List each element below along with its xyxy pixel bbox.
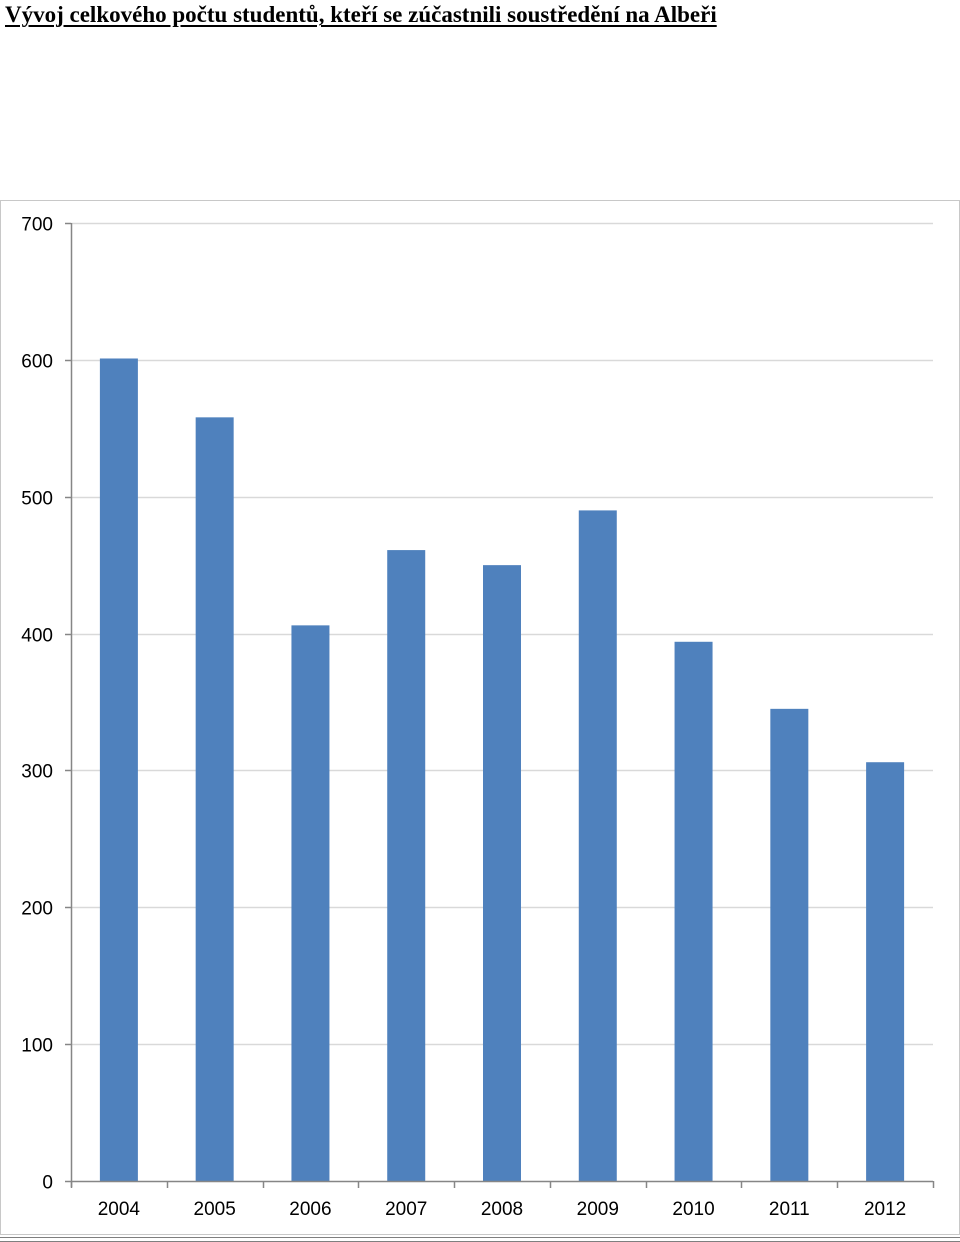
y-tick-label-0: 0	[42, 1173, 53, 1194]
x-tick-label-2004: 2004	[98, 1199, 141, 1220]
axes	[65, 222, 935, 1188]
y-tick-label-600: 600	[21, 352, 53, 373]
x-tick-label-2011: 2011	[769, 1199, 810, 1220]
page-title: Vývoj celkového počtu studentů, kteří se…	[5, 2, 717, 27]
y-tick-label-500: 500	[21, 489, 53, 510]
x-tick-label-2007: 2007	[385, 1199, 427, 1220]
y-tick-label-300: 300	[21, 762, 53, 783]
x-tick-label-2008: 2008	[481, 1199, 523, 1220]
bar-2005	[195, 417, 234, 1181]
tick-labels: 0 100 200 300 400 500 600 700 2004 2005 2006 2007 20…	[21, 215, 906, 1221]
bar-2009	[578, 510, 617, 1181]
bar-2011	[770, 708, 809, 1181]
bars	[99, 358, 905, 1181]
bar-2004	[99, 358, 138, 1181]
y-tick-label-400: 400	[21, 626, 53, 647]
y-tick-label-700: 700	[21, 215, 53, 236]
x-tick-label-2012: 2012	[864, 1199, 906, 1220]
bar-2007	[387, 550, 426, 1181]
y-tick-label-100: 100	[21, 1036, 53, 1057]
x-tick-label-2005: 2005	[194, 1199, 236, 1220]
page-bottom-rule	[0, 1237, 960, 1242]
bar-2006	[291, 625, 330, 1181]
y-tick-label-200: 200	[21, 899, 53, 920]
x-tick-label-2006: 2006	[289, 1199, 331, 1220]
x-tick-label-2010: 2010	[672, 1199, 714, 1220]
bar-2010	[674, 641, 713, 1181]
x-tick-label-2009: 2009	[577, 1199, 619, 1220]
bar-2008	[483, 565, 521, 1181]
bar-2012	[866, 762, 905, 1181]
